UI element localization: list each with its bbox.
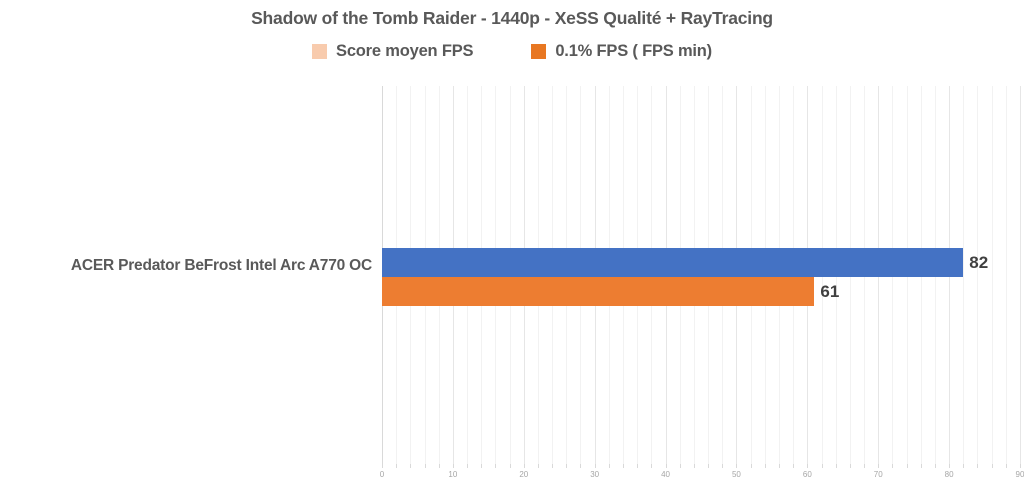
x-tick-mark [849,464,851,468]
x-tick-mark [778,464,780,468]
x-tick-mark [509,464,511,468]
legend-item-score-moyen-fps[interactable]: Score moyen FPS [312,42,474,61]
category-label-acer-predator-befrost-intel-arc-a770-oc: ACER Predator BeFrost Intel Arc A770 OC [70,257,372,274]
legend-label-score-moyen-fps: Score moyen FPS [336,42,474,60]
x-tick-mark [977,464,979,468]
x-tick-mark [580,464,582,468]
x-tick-mark [736,464,738,468]
x-tick-mark [722,464,724,468]
x-tick-mark [1020,464,1021,468]
x-tick-mark [523,464,525,468]
x-tick-mark [934,464,936,468]
x-tick-label: 70 [873,470,883,479]
x-tick-mark [920,464,922,468]
x-tick-label: 30 [590,470,600,479]
x-tick-mark [949,464,951,468]
chart-title: Shadow of the Tomb Raider - 1440p - XeSS… [251,8,773,28]
chart-legend: Score moyen FPS 0.1% FPS ( FPS min) [0,42,1024,61]
plot-area: 82 61 [382,86,1021,464]
x-tick-label: 90 [1015,470,1024,479]
gridline-minor [977,86,979,464]
legend-item-01-percent-fps[interactable]: 0.1% FPS ( FPS min) [531,42,712,61]
x-tick-mark [892,464,894,468]
x-tick-label: 80 [944,470,954,479]
x-tick-mark [764,464,766,468]
x-tick-mark [382,464,383,468]
x-tick-mark [537,464,539,468]
x-tick-mark [835,464,837,468]
x-tick-mark [991,464,993,468]
x-tick-mark [637,464,639,468]
legend-swatch-score-moyen-fps [312,44,328,59]
x-tick-mark [552,464,554,468]
x-tick-mark [623,464,625,468]
x-tick-mark [807,464,809,468]
x-tick-label: 50 [731,470,741,479]
x-tick-label: 0 [379,470,385,479]
x-tick-mark [566,464,568,468]
legend-label-01-percent-fps: 0.1% FPS ( FPS min) [555,42,712,60]
x-tick-mark [793,464,795,468]
gridline-major [1020,86,1021,464]
x-tick-mark [608,464,610,468]
gridline-minor [991,86,993,464]
x-axis: 0 10 20 30 40 50 60 70 80 90 [379,464,1024,485]
x-tick-mark [864,464,866,468]
x-tick-mark [693,464,695,468]
x-tick-mark [594,464,596,468]
x-tick-mark [481,464,483,468]
x-tick-mark [410,464,412,468]
x-tick-mark [438,464,440,468]
x-tick-mark [452,464,454,468]
x-tick-mark [495,464,497,468]
x-tick-mark [665,464,667,468]
x-tick-mark [1005,464,1007,468]
x-tick-mark [424,464,426,468]
x-tick-mark [750,464,752,468]
x-tick-mark [679,464,681,468]
x-tick-mark [906,464,908,468]
bar-score-moyen-fps[interactable] [382,248,964,277]
legend-swatch-01-percent-fps [531,44,547,59]
x-tick-mark [963,464,965,468]
x-tick-mark [396,464,398,468]
bar-01-percent-fps[interactable] [382,277,815,306]
gridline-minor [1005,86,1007,464]
bar-value-score-moyen-fps: 82 [969,252,989,272]
x-tick-label: 60 [802,470,812,479]
x-tick-mark [708,464,710,468]
gridline-minor [963,86,965,464]
x-tick-mark [821,464,823,468]
bar-value-01-percent-fps: 61 [820,281,840,301]
x-tick-label: 40 [661,470,670,479]
x-tick-mark [651,464,653,468]
x-tick-mark [467,464,469,468]
x-tick-label: 10 [448,470,458,479]
x-tick-label: 20 [519,470,529,479]
x-tick-mark [878,464,880,468]
